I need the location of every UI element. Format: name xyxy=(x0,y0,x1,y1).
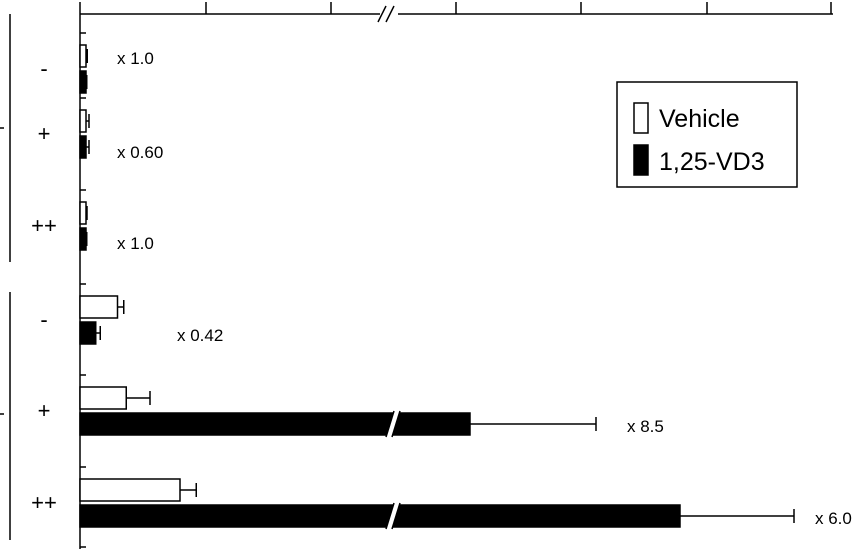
x-axis-break-mark xyxy=(385,5,395,23)
bar-break-gap xyxy=(386,411,400,437)
bar-vd3-4 xyxy=(79,412,471,436)
x-axis-break-mark xyxy=(377,5,387,23)
bar-break-line xyxy=(385,410,395,438)
axis-layer xyxy=(0,2,833,549)
category-label: + xyxy=(38,121,51,146)
legend-swatch-vehicle xyxy=(633,102,649,134)
legend-box xyxy=(616,81,798,188)
bar-break-line xyxy=(391,410,401,438)
legend-swatch-vd3 xyxy=(633,144,649,176)
bar-break-gap xyxy=(386,503,400,529)
bar-vehicle-4 xyxy=(79,386,127,410)
category-label: - xyxy=(40,307,47,332)
bar-break-line xyxy=(385,502,395,530)
bar-vd3-1 xyxy=(79,135,87,159)
bar-vehicle-1 xyxy=(79,109,87,133)
legend: Vehicle 1,25-VD3 xyxy=(616,81,798,188)
fold-change-label: x 8.5 xyxy=(627,417,664,436)
fold-change-label: x 6.0 xyxy=(815,509,852,528)
fold-change-label: x 0.42 xyxy=(177,326,223,345)
fold-change-label: x 1.0 xyxy=(117,234,154,253)
category-label: + xyxy=(38,398,51,423)
category-label: - xyxy=(40,56,47,81)
category-label: ++ xyxy=(31,490,57,515)
bar-vd3-5 xyxy=(79,504,681,528)
bars-layer xyxy=(79,44,795,530)
bar-vehicle-2 xyxy=(79,201,87,225)
bar-vd3-3 xyxy=(79,321,97,345)
category-label: ++ xyxy=(31,213,57,238)
bar-vd3-0 xyxy=(79,70,87,94)
bar-vehicle-0 xyxy=(79,44,87,68)
bar-break-line xyxy=(391,502,401,530)
legend-label-vehicle: Vehicle xyxy=(659,105,740,133)
bar-vd3-2 xyxy=(79,227,87,251)
bar-vehicle-5 xyxy=(79,478,181,502)
bar-vehicle-3 xyxy=(79,295,119,319)
fold-change-label: x 0.60 xyxy=(117,143,163,162)
fold-change-label: x 1.0 xyxy=(117,49,154,68)
labels-layer: -+++-+++x 1.0x 0.60x 1.0x 0.42x 8.5x 6.0 xyxy=(31,49,852,528)
legend-label-vd3: 1,25-VD3 xyxy=(659,148,765,176)
